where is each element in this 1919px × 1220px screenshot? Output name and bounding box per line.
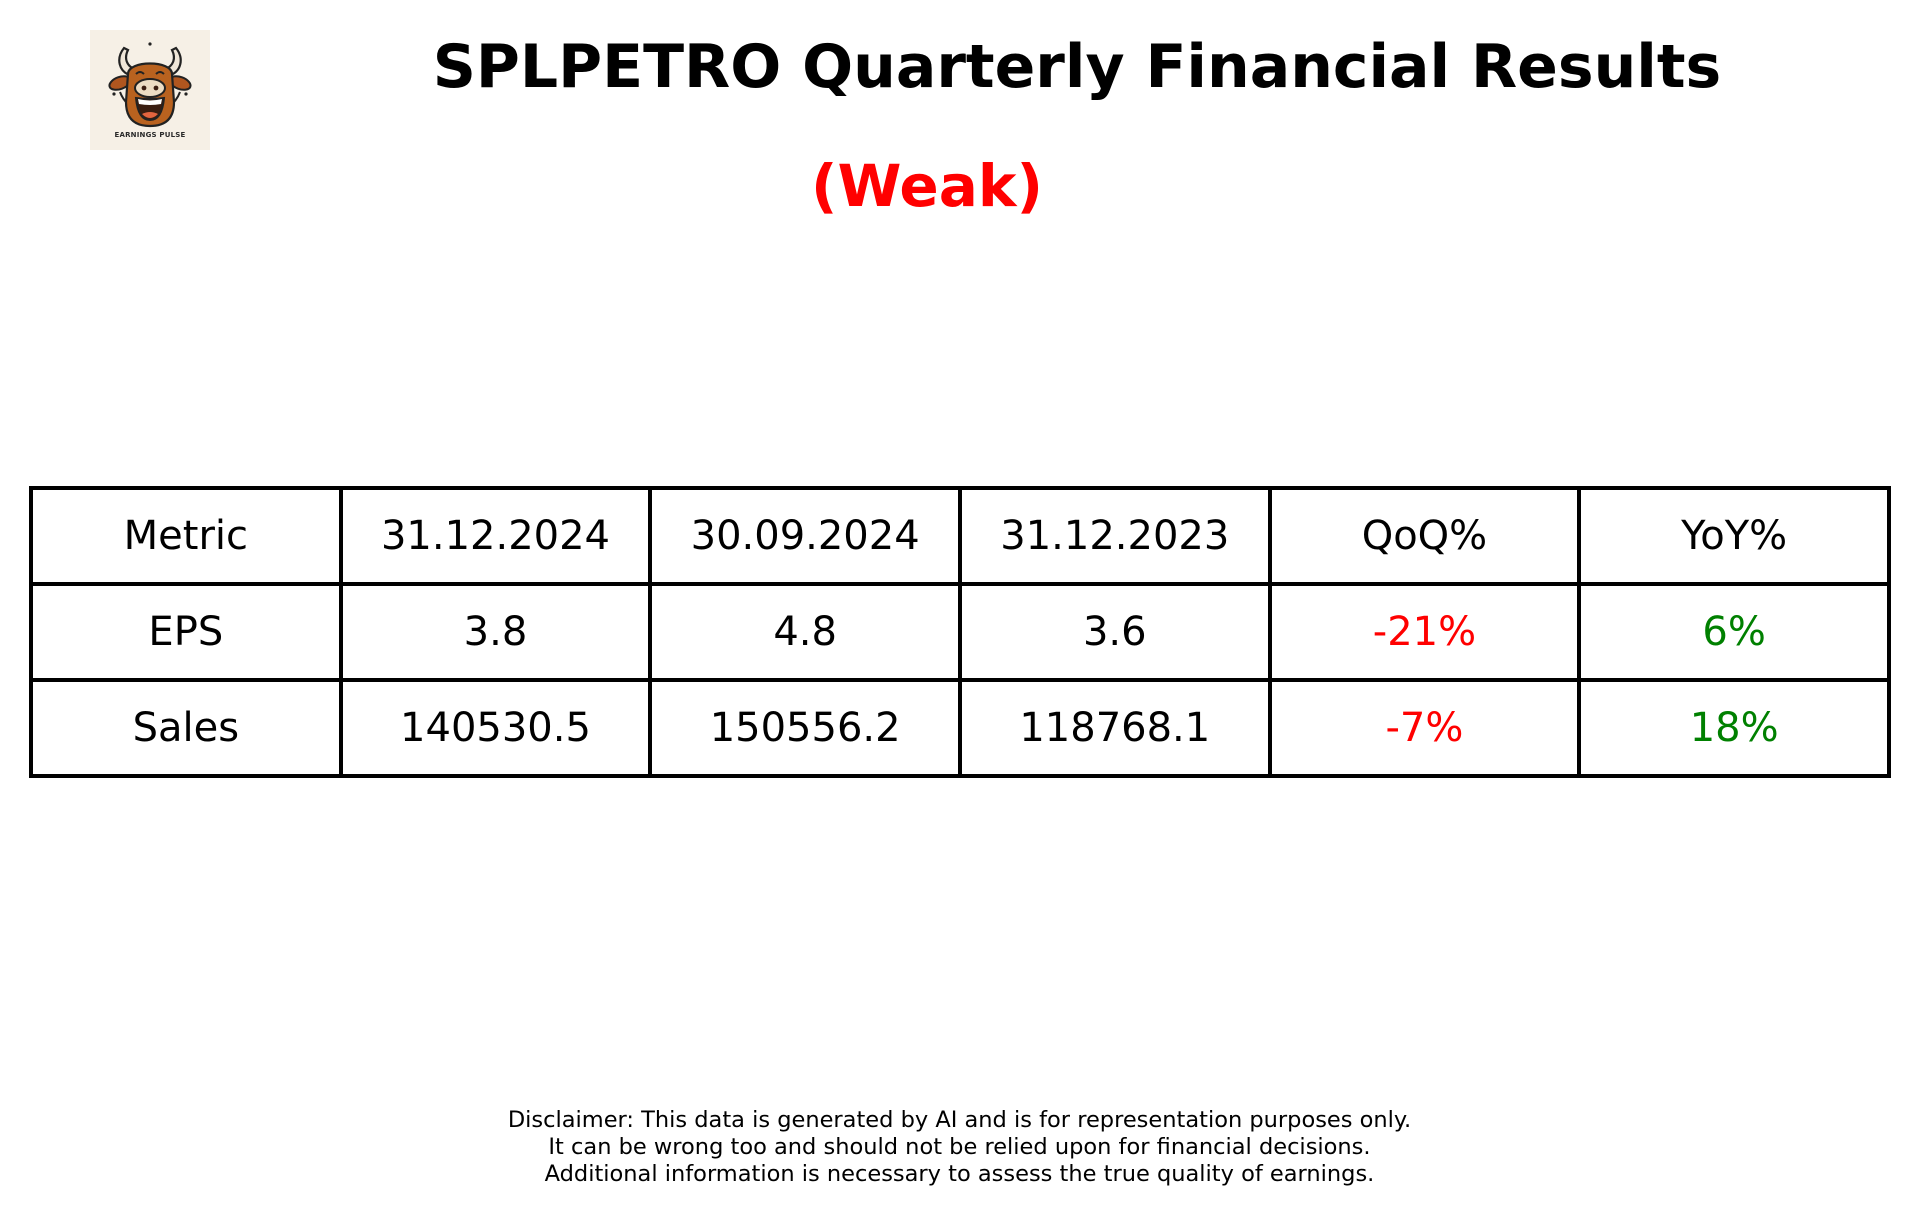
table-row: EPS 3.8 4.8 3.6 -21% 6% — [29, 582, 1891, 682]
column-header-previous-year: 31.12.2023 — [957, 486, 1272, 586]
disclaimer-line: Additional information is necessary to a… — [544, 1161, 1375, 1187]
logo-text: EARNINGS PULSE — [114, 131, 186, 139]
column-header-current-quarter: 31.12.2024 — [338, 486, 653, 586]
previous-quarter-value: 150556.2 — [648, 678, 962, 778]
yoy-change: 18% — [1577, 678, 1891, 778]
column-header-qoq: QoQ% — [1267, 486, 1582, 586]
yoy-change: 6% — [1577, 582, 1891, 682]
earnings-pulse-logo: EARNINGS PULSE — [90, 30, 210, 150]
rating-badge: (Weak) — [811, 152, 1043, 220]
page-title: SPLPETRO Quarterly Financial Results — [432, 32, 1722, 102]
column-header-yoy: YoY% — [1577, 486, 1891, 586]
metric-name: Sales — [29, 678, 343, 778]
current-quarter-value: 140530.5 — [338, 678, 653, 778]
disclaimer-line: It can be wrong too and should not be re… — [548, 1134, 1371, 1160]
results-table: Metric 31.12.2024 30.09.2024 31.12.2023 … — [29, 486, 1891, 778]
disclaimer: Disclaimer: This data is generated by AI… — [0, 1107, 1919, 1188]
table-row: Sales 140530.5 150556.2 118768.1 -7% 18% — [29, 678, 1891, 778]
qoq-change: -21% — [1267, 582, 1582, 682]
qoq-change: -7% — [1267, 678, 1582, 778]
disclaimer-line: Disclaimer: This data is generated by AI… — [507, 1107, 1412, 1133]
column-header-previous-quarter: 30.09.2024 — [648, 486, 962, 586]
previous-year-value: 3.6 — [957, 582, 1272, 682]
previous-quarter-value: 4.8 — [648, 582, 962, 682]
previous-year-value: 118768.1 — [957, 678, 1272, 778]
current-quarter-value: 3.8 — [338, 582, 653, 682]
table-header-row: Metric 31.12.2024 30.09.2024 31.12.2023 … — [29, 486, 1891, 586]
column-header-metric: Metric — [29, 486, 343, 586]
metric-name: EPS — [29, 582, 343, 682]
bull-mascot-icon — [108, 42, 192, 128]
